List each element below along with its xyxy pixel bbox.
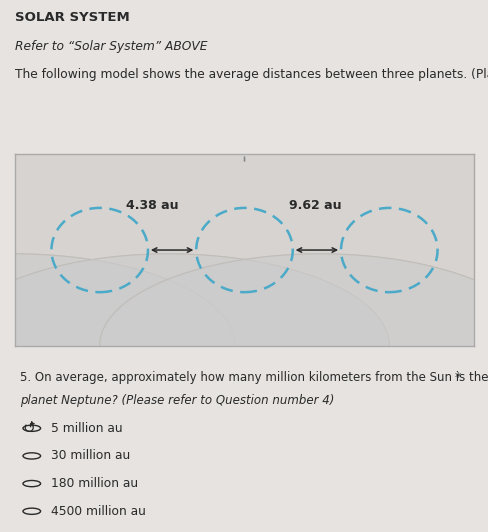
- Text: 30 million au: 30 million au: [51, 450, 130, 462]
- Circle shape: [0, 254, 235, 438]
- Circle shape: [0, 254, 388, 438]
- Text: 5. On average, approximately how many million kilometers from the Sun is the: 5. On average, approximately how many mi…: [20, 371, 487, 384]
- Text: 9.62 au: 9.62 au: [289, 199, 341, 212]
- Circle shape: [100, 254, 488, 438]
- Text: ↺: ↺: [22, 421, 35, 436]
- Text: 4.38 au: 4.38 au: [126, 199, 179, 212]
- Text: 4500 million au: 4500 million au: [51, 505, 146, 518]
- Text: 180 million au: 180 million au: [51, 477, 138, 490]
- Text: planet Neptune? (Please refer to Question number 4): planet Neptune? (Please refer to Questio…: [20, 394, 333, 406]
- Text: 5 million au: 5 million au: [51, 422, 122, 435]
- Text: SOLAR SYSTEM: SOLAR SYSTEM: [15, 11, 129, 23]
- Text: The following model shows the average distances between three planets. (Planets : The following model shows the average di…: [15, 68, 488, 81]
- Text: *: *: [454, 371, 460, 384]
- Text: Refer to “Solar System” ABOVE: Refer to “Solar System” ABOVE: [15, 40, 207, 53]
